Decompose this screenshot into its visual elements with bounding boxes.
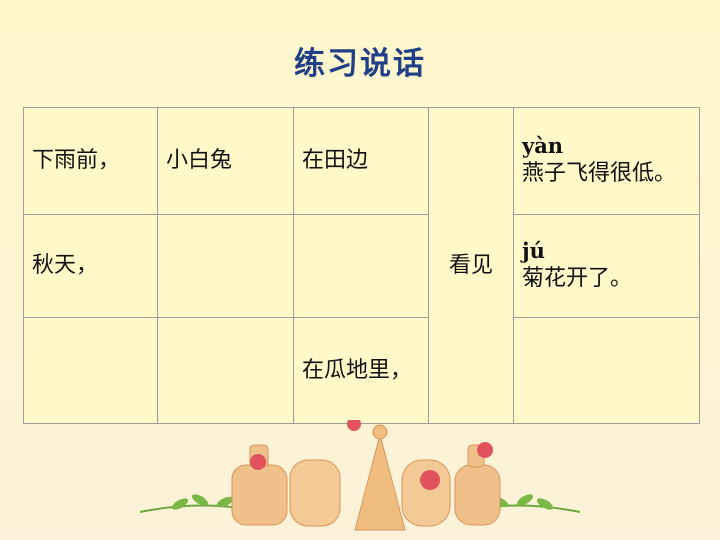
table-row: 在瓜地里， xyxy=(23,317,700,424)
table-cell: 秋天， xyxy=(23,214,158,318)
table-cell: 小白兔 xyxy=(157,107,294,215)
table-cell: 在田边 xyxy=(293,107,429,215)
table-cell xyxy=(23,317,158,424)
flower-bottles-decoration xyxy=(140,420,580,531)
cell-text: 燕子飞得很低。 xyxy=(522,161,677,186)
cell-text: 菊花开了。 xyxy=(522,266,633,291)
table-cell: 在瓜地里， xyxy=(293,317,429,424)
table-cell: 看见 xyxy=(428,107,514,424)
exercise-table: 下雨前， 小白兔 在田边 看见 yàn 燕子飞得很低。 秋天， jú 菊花开了。… xyxy=(23,107,700,424)
pinyin-label: jú xyxy=(522,238,545,263)
pinyin-label: yàn xyxy=(522,133,564,158)
table-cell: jú 菊花开了。 xyxy=(513,214,700,318)
table-cell xyxy=(513,317,700,424)
table-row: 下雨前， 小白兔 在田边 看见 yàn 燕子飞得很低。 xyxy=(23,107,700,424)
table-cell: yàn 燕子飞得很低。 xyxy=(513,107,700,215)
page-title: 练习说话 xyxy=(294,46,426,82)
table-cell xyxy=(157,317,294,424)
table-cell: 下雨前， xyxy=(23,107,158,215)
table-cell xyxy=(293,214,429,318)
table-cell xyxy=(157,214,294,318)
table-row: 秋天， jú 菊花开了。 xyxy=(23,214,700,318)
